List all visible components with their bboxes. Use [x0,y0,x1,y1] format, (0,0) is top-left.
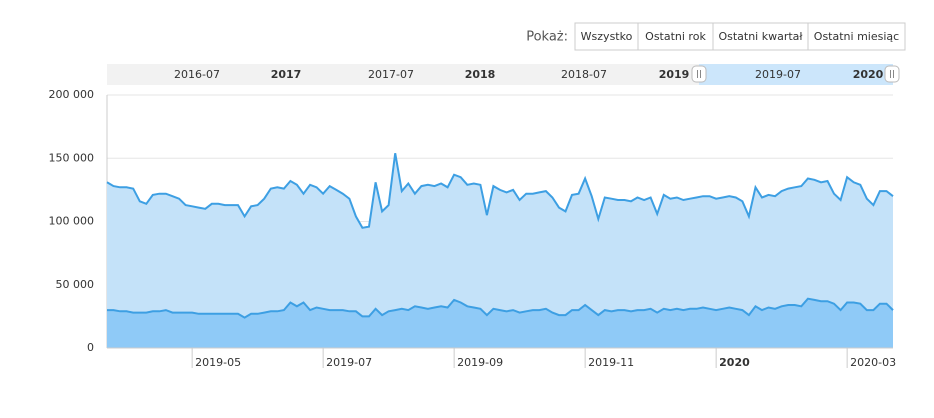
y-tick-label: 200 000 [49,88,95,101]
series-line [107,297,894,319]
button-label[interactable]: Ostatni miesiąc [814,30,899,43]
range-button[interactable]: Ostatni kwartał [712,22,809,51]
range-button[interactable]: Wszystko [574,22,639,51]
series-line [106,153,894,229]
navigator-label: 2020 [853,68,884,81]
y-tick-label: 150 000 [49,151,95,164]
x-tick-label: 2020 [719,356,750,369]
range-buttons: Wszystko Ostatni rok Ostatni kwartał Ostatn… [574,22,906,51]
navigator-label: 2016-07 [174,68,220,81]
range-button[interactable]: Ostatni miesiąc [807,22,906,51]
range-button[interactable]: Ostatni rok [637,22,714,51]
button-box [637,22,714,51]
y-tick-label: 100 000 [49,215,95,228]
button-label[interactable]: Wszystko [581,30,633,43]
navigator-label: 2018-07 [561,68,607,81]
x-tick-label: 2019-07 [326,356,372,369]
area-fill [107,298,893,348]
navigator-label: 2017 [271,68,302,81]
navigator-label: 2019-07 [755,68,801,81]
navigator-label: 2019 [659,68,690,81]
x-tick-label: 2020-03 [850,356,896,369]
button-box [712,22,809,51]
navigator-handle [884,65,900,83]
area-fill [107,153,893,348]
navigator-label: 2017-07 [368,68,414,81]
button-label[interactable]: Ostatni kwartał [718,30,803,43]
button-label[interactable]: Ostatni rok [645,30,706,43]
x-tick-label: 2019-05 [195,356,241,369]
x-tick-label: 2019-09 [457,356,503,369]
y-tick-label: 50 000 [56,278,95,291]
navigator-selection [699,64,893,85]
button-box [574,22,639,51]
navigator-handle [691,65,707,83]
range-label: Pokaż: [526,30,568,45]
button-box [807,22,906,51]
y-tick-label: 0 [87,341,94,354]
navigator-label: 2018 [465,68,496,81]
x-tick-label: 2019-11 [588,356,634,369]
